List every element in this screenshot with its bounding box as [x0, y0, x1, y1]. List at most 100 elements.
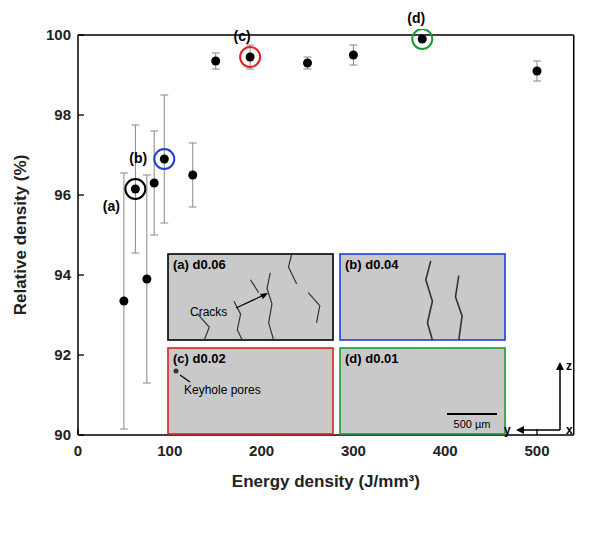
crack: [308, 293, 320, 323]
inset-callout: Cracks: [190, 305, 227, 319]
error-bar-cap: [160, 95, 168, 96]
error-bar-cap: [349, 65, 357, 66]
y-axis-title: Relative density (%): [11, 155, 30, 316]
y-tick: [78, 194, 84, 195]
data-group: [119, 29, 541, 429]
point: [160, 155, 169, 164]
axes-triad: z y x: [504, 359, 573, 437]
error-bar-cap: [246, 45, 254, 46]
point: [131, 185, 140, 194]
x-tick-label: 200: [249, 442, 274, 459]
error-bar-cap: [212, 69, 220, 70]
error-bar-cap: [304, 57, 312, 58]
x-tick-label: 500: [524, 442, 549, 459]
x-tick-label: 300: [341, 442, 366, 459]
y-tick-label: 90: [54, 426, 71, 443]
error-bar: [160, 95, 168, 223]
point: [533, 67, 542, 76]
y-tick-label: 92: [54, 346, 71, 363]
triad-label: x: [566, 423, 573, 437]
annotation-label: (c): [234, 28, 251, 44]
point: [303, 59, 312, 68]
crack: [267, 273, 274, 340]
inset: (c) d0.02 Keyhole pores: [168, 348, 333, 434]
error-bar-cap: [131, 253, 139, 254]
inset-label: (d) d0.01: [345, 351, 398, 366]
inset: (d) d0.01 500 µm: [340, 348, 505, 434]
error-bar-cap: [143, 383, 151, 384]
pore: [174, 369, 179, 374]
y-tick-label: 98: [54, 106, 71, 123]
inset-frame: [168, 348, 333, 434]
y-tick: [78, 274, 84, 275]
chart: 01002003004005009092949698100Energy dens…: [0, 0, 614, 536]
x-tick-label: 400: [433, 442, 458, 459]
crack: [456, 276, 463, 341]
highlight-ring: [412, 29, 432, 49]
error-bar-cap: [120, 173, 128, 174]
error-bar-cap: [304, 69, 312, 70]
inset-callout: Keyhole pores: [184, 383, 261, 397]
inset: (a) d0.06 Cracks: [168, 254, 333, 340]
error-bar: [246, 45, 254, 69]
triad-label: z: [566, 359, 572, 373]
annotation-label: (b): [129, 150, 147, 166]
error-bar: [349, 45, 357, 65]
error-bar: [143, 175, 151, 383]
error-bar-cap: [246, 69, 254, 70]
highlight-ring: [240, 47, 260, 67]
point: [418, 35, 427, 44]
x-tick-label: 100: [157, 442, 182, 459]
error-bar-cap: [160, 223, 168, 224]
error-bar-cap: [212, 53, 220, 54]
inset-frame: [340, 348, 505, 434]
point: [150, 179, 159, 188]
triad-arrowhead: [556, 362, 564, 370]
error-bar: [189, 143, 197, 207]
inset-label: (b) d0.04: [345, 257, 399, 272]
error-bar-cap: [533, 61, 541, 62]
scale-bar-label: 500 µm: [454, 418, 491, 430]
error-bar: [150, 131, 158, 235]
y-axis: [77, 35, 79, 435]
x-axis-title: Energy density (J/mm³): [232, 472, 420, 491]
y-tick: [78, 354, 84, 355]
error-bar-cap: [189, 143, 197, 144]
inset: (b) d0.04: [340, 254, 505, 340]
error-bar: [304, 57, 312, 69]
inset-label: (c) d0.02: [173, 351, 226, 366]
error-bar-cap: [143, 175, 151, 176]
inset-label: (a) d0.06: [173, 257, 226, 272]
scale-bar: [447, 413, 497, 415]
error-bar: [533, 61, 541, 81]
error-bar: [131, 125, 139, 253]
point: [349, 51, 358, 60]
crack: [251, 280, 259, 293]
error-bar-cap: [533, 81, 541, 82]
y-tick: [78, 434, 84, 435]
error-bar-cap: [150, 131, 158, 132]
point: [188, 171, 197, 180]
point: [211, 57, 220, 66]
y-tick: [78, 34, 84, 35]
y-tick-label: 100: [46, 26, 71, 43]
point: [119, 297, 128, 306]
top-frame: [78, 34, 574, 36]
highlight-ring: [125, 179, 145, 199]
highlight-ring: [154, 149, 174, 169]
triad-arrow: [522, 429, 560, 431]
inset-frame: [168, 254, 333, 340]
y-tick-label: 96: [54, 186, 71, 203]
error-bar-cap: [131, 125, 139, 126]
right-frame: [573, 35, 575, 435]
error-bar-cap: [189, 207, 197, 208]
point: [142, 275, 151, 284]
error-bar-cap: [150, 235, 158, 236]
y-tick: [78, 114, 84, 115]
x-tick: [77, 429, 78, 435]
triad-label: y: [504, 423, 511, 437]
crack: [288, 254, 296, 284]
error-bar-cap: [349, 45, 357, 46]
triad-arrowhead: [516, 426, 524, 434]
error-bar: [120, 173, 128, 429]
